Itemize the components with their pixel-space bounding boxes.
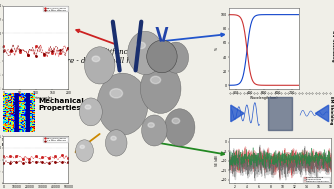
Text: Strain
Mapping: Strain Mapping — [2, 138, 22, 147]
X-axis label: No. stretching cycles: No. stretching cycles — [19, 96, 52, 100]
Circle shape — [79, 98, 102, 126]
Text: Near and far field
EM Shielding: Near and far field EM Shielding — [329, 91, 334, 130]
Legend: CNS@SiO₂@Fe₃O₄, +3 Wt% MWCNT: CNS@SiO₂@Fe₃O₄, +3 Wt% MWCNT — [43, 6, 68, 12]
Polygon shape — [315, 105, 329, 122]
Circle shape — [75, 140, 94, 161]
Circle shape — [164, 109, 195, 146]
Legend: Before shielding, Behind screen, Materials comparison: Before shielding, Behind screen, Materia… — [303, 177, 330, 182]
Polygon shape — [231, 105, 244, 122]
Ellipse shape — [137, 42, 145, 49]
Circle shape — [142, 115, 167, 146]
X-axis label: Wavelength (nm): Wavelength (nm) — [250, 96, 278, 100]
Ellipse shape — [85, 105, 91, 109]
Ellipse shape — [172, 118, 180, 124]
Circle shape — [97, 73, 148, 135]
Circle shape — [163, 42, 189, 73]
Circle shape — [128, 31, 163, 75]
Circle shape — [140, 64, 181, 113]
Ellipse shape — [151, 76, 161, 84]
Y-axis label: SE (dB): SE (dB) — [215, 155, 219, 166]
Ellipse shape — [110, 89, 123, 98]
FancyArrowPatch shape — [113, 22, 120, 70]
Ellipse shape — [111, 136, 116, 140]
FancyArrowPatch shape — [136, 22, 141, 70]
Legend: CNS@SiO₂@Fe₃O₄, +3 Wt% MWCNT: CNS@SiO₂@Fe₃O₄, +3 Wt% MWCNT — [43, 137, 68, 142]
Circle shape — [147, 40, 177, 73]
Y-axis label: %: % — [215, 47, 219, 50]
Ellipse shape — [80, 145, 85, 149]
Ellipse shape — [92, 56, 100, 62]
Text: UV Shielding: UV Shielding — [331, 30, 334, 62]
Circle shape — [85, 47, 115, 84]
Text: Mechanical
Properties: Mechanical Properties — [38, 98, 84, 111]
Ellipse shape — [148, 123, 154, 127]
Text: Multifunctional
Core - double shell heterostructure: Multifunctional Core - double shell hete… — [57, 48, 183, 65]
Circle shape — [106, 130, 127, 156]
Ellipse shape — [170, 50, 176, 55]
